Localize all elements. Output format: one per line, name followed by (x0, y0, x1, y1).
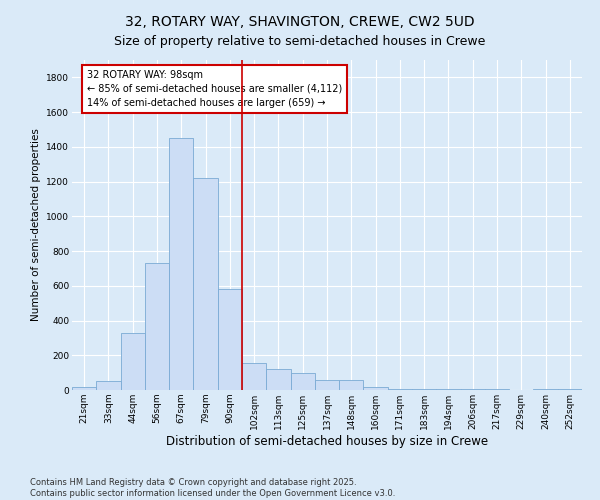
Bar (315, 380, 339, 390)
Bar (72, 386, 96, 390)
Text: Size of property relative to semi-detached houses in Crewe: Size of property relative to semi-detach… (115, 35, 485, 48)
Bar (266, 369, 290, 390)
Text: 32, ROTARY WAY, SHAVINGTON, CREWE, CW2 5UD: 32, ROTARY WAY, SHAVINGTON, CREWE, CW2 5… (125, 15, 475, 29)
X-axis label: Distribution of semi-detached houses by size in Crewe: Distribution of semi-detached houses by … (166, 434, 488, 448)
Bar (193, 178, 218, 390)
Bar (96, 382, 121, 390)
Bar (169, 138, 193, 390)
Bar (218, 290, 242, 390)
Bar (121, 332, 145, 390)
Bar (388, 389, 412, 390)
Bar (339, 380, 364, 390)
Bar (145, 263, 169, 390)
Y-axis label: Number of semi-detached properties: Number of semi-detached properties (31, 128, 41, 322)
Bar (242, 363, 266, 390)
Bar (290, 372, 315, 390)
Text: 32 ROTARY WAY: 98sqm
← 85% of semi-detached houses are smaller (4,112)
14% of se: 32 ROTARY WAY: 98sqm ← 85% of semi-detac… (88, 70, 343, 108)
Text: Contains HM Land Registry data © Crown copyright and database right 2025.
Contai: Contains HM Land Registry data © Crown c… (30, 478, 395, 498)
Bar (364, 386, 388, 390)
